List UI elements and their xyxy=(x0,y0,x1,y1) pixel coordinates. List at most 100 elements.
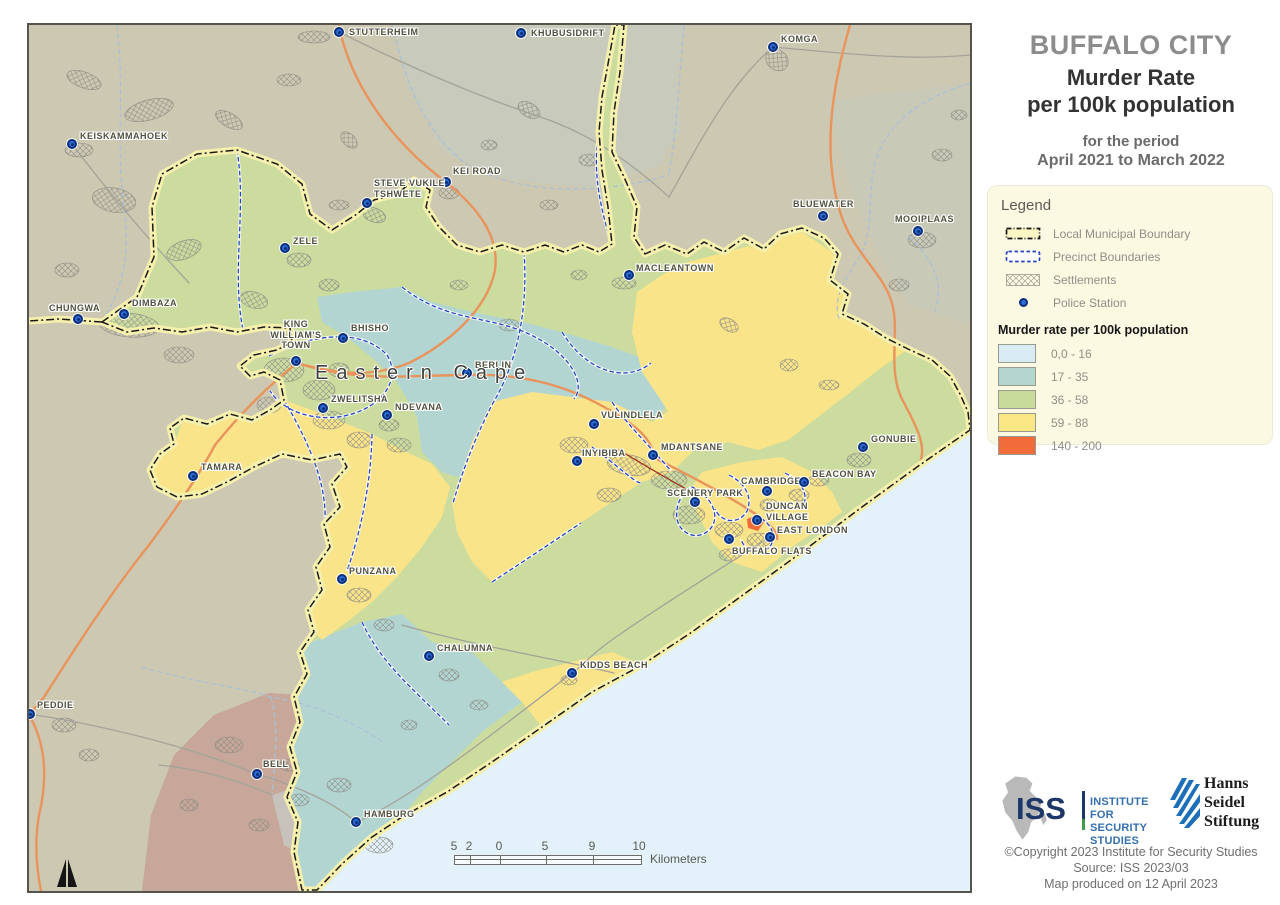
scale-bar-number: 5 xyxy=(450,839,458,853)
police-station-marker xyxy=(572,456,582,466)
africa-silhouette-icon xyxy=(1002,776,1047,840)
police-station-label: BERLIN xyxy=(475,360,512,370)
class-color-swatch xyxy=(998,390,1036,409)
settlement-area xyxy=(346,587,372,603)
scale-bar-number: 5 xyxy=(541,839,549,853)
settlement-area xyxy=(297,30,331,44)
legend-item-municipal: Local Municipal Boundary xyxy=(1001,222,1272,245)
period-value: April 2021 to March 2022 xyxy=(1037,152,1225,169)
police-station-marker xyxy=(188,471,198,481)
province-label: Eastern Cape xyxy=(315,362,534,384)
road-secondary xyxy=(401,624,615,674)
police-station-marker xyxy=(765,532,775,542)
settlement-area xyxy=(91,187,137,213)
produced-line: Map produced on 12 April 2023 xyxy=(1044,877,1218,891)
legend-panel: Legend Local Municipal Boundary Precinct… xyxy=(988,186,1272,455)
settlement-area xyxy=(517,101,541,119)
settlement-area xyxy=(54,262,80,278)
police-station-label: DIMBAZA xyxy=(132,298,177,308)
settlement-area xyxy=(166,239,202,261)
police-station-marker xyxy=(291,356,301,366)
police-station-marker xyxy=(567,668,577,678)
police-station-label: CHALUMNA xyxy=(437,643,493,653)
map-canvas xyxy=(29,25,970,891)
police-station-label: NDEVANA xyxy=(395,402,443,412)
police-station-label: KING WILLIAM'S TOWN xyxy=(270,319,322,350)
police-station-marker xyxy=(29,709,35,719)
police-station-label: DUNCAN VILLAGE xyxy=(766,501,809,522)
settlement-area xyxy=(163,346,195,364)
settlement-area xyxy=(328,199,350,211)
map-title: BUFFALO CITY xyxy=(1029,30,1233,60)
settlement-area xyxy=(888,278,910,292)
settlement-area xyxy=(66,69,102,91)
scale-bar-numbers: 5 2 0 5 9 10 xyxy=(450,839,714,853)
police-station-label: BLUEWATER xyxy=(793,199,854,209)
police-station-marker xyxy=(762,486,772,496)
map-title-block: BUFFALO CITY Murder Rate per 100k popula… xyxy=(985,30,1277,170)
police-station-marker xyxy=(624,270,634,280)
police-station-label: BHISHO xyxy=(351,323,390,333)
police-station-label: ZELE xyxy=(293,236,319,246)
scale-bar-number: 10 xyxy=(632,839,646,853)
class-59-88-west xyxy=(150,400,450,640)
iss-logo: ISS INSTITUTE FOR SECURITY STUDIES xyxy=(992,775,1162,847)
police-station-label: KOMGA xyxy=(781,34,818,44)
period-label: for the period xyxy=(1082,133,1180,150)
legend-item-police: Police Station xyxy=(1001,291,1272,314)
scale-bar-number: 9 xyxy=(588,839,596,853)
police-station-marker xyxy=(858,442,868,452)
choropleth-classes: 0,0 - 16 17 - 35 36 - 58 59 - 88 140 - 200 xyxy=(988,342,1272,457)
police-station-marker xyxy=(913,226,923,236)
settlement-area xyxy=(276,73,302,87)
region-tint-east xyxy=(829,83,970,325)
settlement-area xyxy=(570,269,588,281)
class-59-88-central xyxy=(452,392,702,582)
settlements-icon xyxy=(1001,272,1045,288)
class-range-label: 140 - 200 xyxy=(1051,438,1102,453)
legend-item-label: Police Station xyxy=(1053,295,1127,310)
settlement-area xyxy=(596,487,622,503)
settlement-area xyxy=(718,548,740,562)
police-station-marker xyxy=(67,139,77,149)
hss-name-line3: Stiftung xyxy=(1204,813,1260,830)
settlement-area xyxy=(480,139,498,151)
legend-item-settlements: Settlements xyxy=(1001,268,1272,291)
precinct-boundaries-layer xyxy=(235,131,807,727)
police-station-label: HAMBURG xyxy=(364,809,415,819)
police-station-marker xyxy=(690,497,700,507)
police-station-label: KIDDS BEACH xyxy=(580,660,649,670)
scale-bar: 5 2 0 5 9 10 Kilometers xyxy=(450,839,714,873)
iss-name-line1: INSTITUTE FOR xyxy=(1090,796,1149,821)
police-station-marker xyxy=(724,534,734,544)
municipal-boundary-layer xyxy=(29,25,970,891)
police-station-label: PUNZANA xyxy=(349,566,397,576)
settlement-area xyxy=(559,436,589,454)
map-frame: STUTTERHEIM KHUBUSIDRIFT KOMGA KEISKAMMAHOE… xyxy=(27,23,972,893)
police-station-marker xyxy=(280,243,290,253)
settlement-area xyxy=(438,668,460,682)
settlement-area xyxy=(759,498,779,512)
legend-item-precinct: Precinct Boundaries xyxy=(1001,245,1272,268)
road-secondary xyxy=(338,31,670,198)
settlement-area xyxy=(302,379,336,401)
police-station-marker xyxy=(351,817,361,827)
settlement-area xyxy=(846,452,872,468)
settlement-area xyxy=(286,252,312,268)
settlement-area xyxy=(214,736,244,754)
settlement-area xyxy=(449,279,469,291)
iss-divider xyxy=(1082,791,1085,830)
precinct-boundary-icon xyxy=(1001,249,1045,264)
iss-name-line2: SECURITY STUDIES xyxy=(1090,822,1148,847)
police-station-label: CAMBRIDGE xyxy=(741,476,801,486)
legend-item-label: Settlements xyxy=(1053,272,1117,287)
map-subtitle-2: per 100k population xyxy=(1027,92,1235,117)
legend-item-label: Precinct Boundaries xyxy=(1053,249,1161,264)
legend-heading: Legend xyxy=(1001,197,1052,214)
settlement-area xyxy=(386,437,412,453)
police-station-marker xyxy=(252,769,262,779)
road-secondary xyxy=(772,46,970,58)
scale-bar-bar xyxy=(454,855,642,865)
police-station-label: KEI ROAD xyxy=(453,166,502,176)
map-subtitle-1: Murder Rate xyxy=(1066,65,1196,90)
